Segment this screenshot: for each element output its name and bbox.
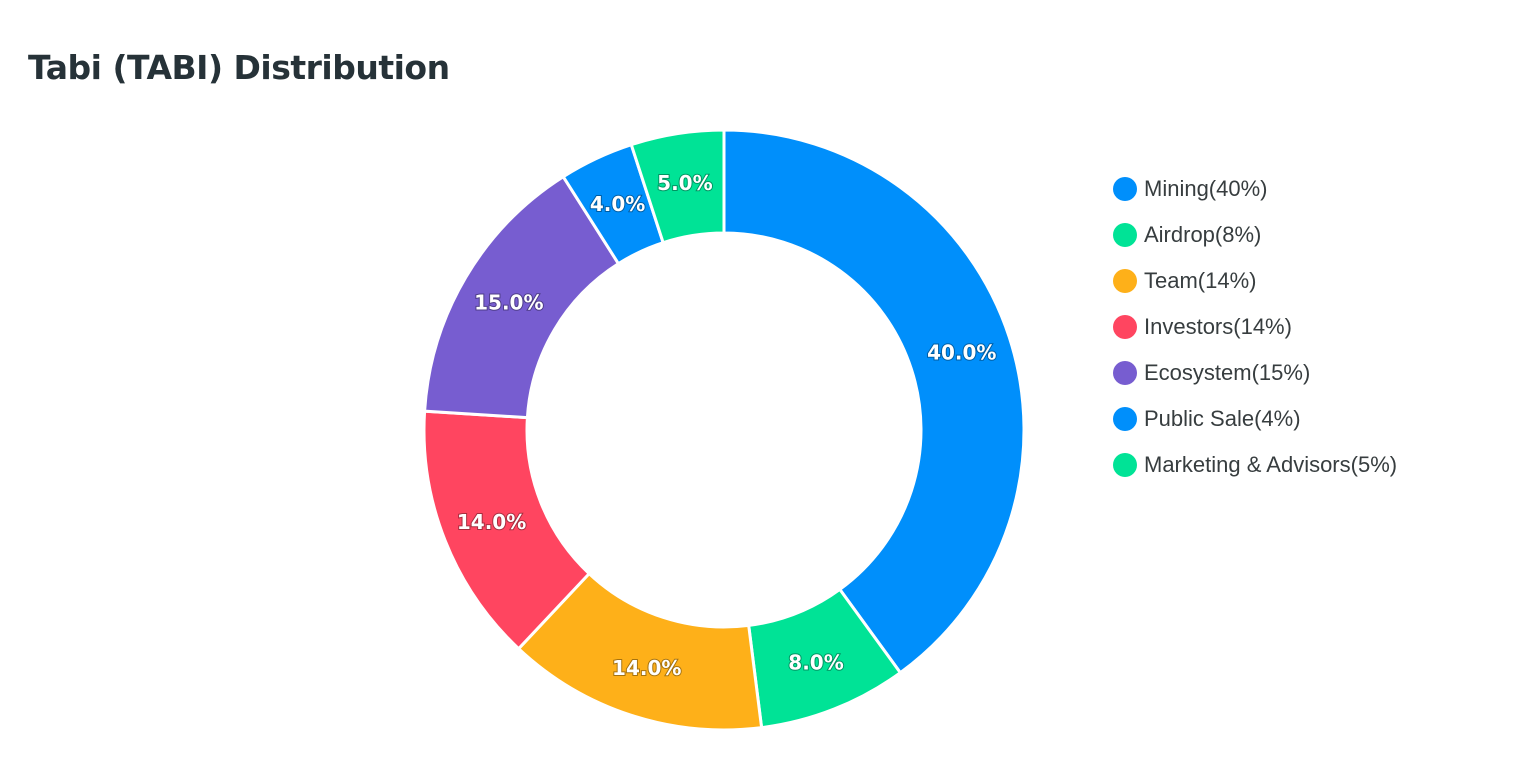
data-label-airdrop: 8.0% (788, 650, 843, 674)
legend-item-team[interactable]: Team(14%) (1113, 258, 1397, 304)
legend-item-mining[interactable]: Mining(40%) (1113, 166, 1397, 212)
data-label-marketing-advisors: 5.0% (657, 171, 712, 195)
legend: Mining(40%) Airdrop(8%) Team(14%) Investors… (1113, 166, 1397, 488)
legend-marker (1113, 361, 1137, 385)
legend-item-public-sale[interactable]: Public Sale(4%) (1113, 396, 1397, 442)
legend-label: Team(14%) (1144, 268, 1257, 293)
legend-marker (1113, 407, 1137, 431)
legend-label: Mining(40%) (1144, 176, 1268, 201)
legend-marker (1113, 453, 1137, 477)
data-label-investors: 14.0% (457, 510, 526, 534)
data-label-mining: 40.0% (927, 341, 996, 365)
legend-marker (1113, 177, 1137, 201)
legend-item-marketing-advisors[interactable]: Marketing & Advisors(5%) (1113, 442, 1397, 488)
legend-marker (1113, 269, 1137, 293)
legend-marker (1113, 223, 1137, 247)
chart-title: Tabi (TABI) Distribution (28, 48, 450, 87)
legend-label: Public Sale(4%) (1144, 406, 1301, 431)
legend-item-airdrop[interactable]: Airdrop(8%) (1113, 212, 1397, 258)
slice-mining[interactable] (722, 128, 1026, 675)
data-label-team: 14.0% (612, 656, 681, 680)
data-label-ecosystem: 15.0% (474, 291, 543, 315)
legend-item-ecosystem[interactable]: Ecosystem(15%) (1113, 350, 1397, 396)
legend-item-investors[interactable]: Investors(14%) (1113, 304, 1397, 350)
legend-label: Marketing & Advisors(5%) (1144, 452, 1398, 477)
legend-label: Ecosystem(15%) (1144, 360, 1311, 385)
legend-marker (1113, 315, 1137, 339)
legend-label: Investors(14%) (1144, 314, 1292, 339)
legend-label: Airdrop(8%) (1144, 222, 1262, 247)
slice-marketing-advisors[interactable] (629, 128, 726, 245)
data-label-public-sale: 4.0% (590, 192, 645, 216)
